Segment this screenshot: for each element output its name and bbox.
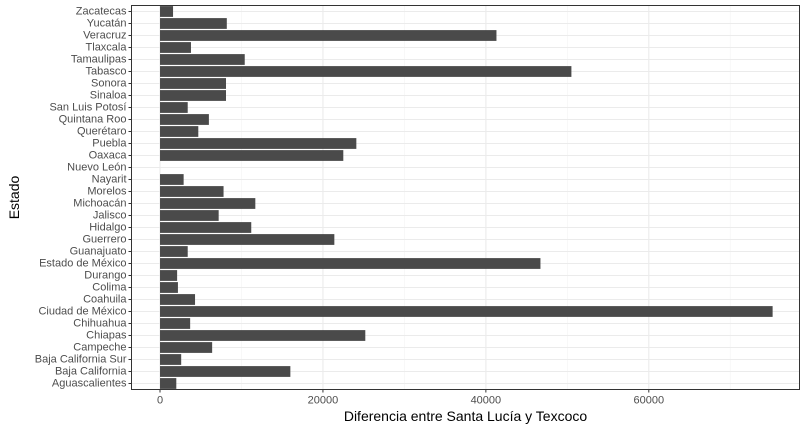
x-axis-title: Diferencia entre Santa Lucía y Texcoco — [344, 408, 588, 424]
y-tick-label: Michoacán — [73, 198, 126, 210]
x-tick-label: 40000 — [471, 395, 502, 407]
bar — [160, 210, 219, 221]
bar — [160, 90, 226, 101]
y-tick-label: Estado de México — [39, 258, 126, 270]
y-tick-label: Durango — [84, 270, 126, 282]
bar — [160, 234, 335, 245]
bar — [160, 138, 357, 149]
bar — [160, 354, 182, 365]
bar — [160, 378, 177, 389]
y-tick-label: Colima — [92, 282, 127, 294]
y-tick-label: Yucatán — [87, 18, 127, 30]
bar — [160, 366, 291, 377]
y-tick-label: Aguascalientes — [52, 378, 127, 390]
y-tick-label: Sonora — [91, 78, 127, 90]
y-tick-label: Chihuahua — [73, 318, 127, 330]
bar — [160, 102, 188, 113]
y-tick-label: Tlaxcala — [86, 42, 128, 54]
bar — [160, 174, 184, 185]
bar — [160, 54, 245, 65]
bar — [160, 222, 252, 233]
y-tick-label: Veracruz — [83, 30, 126, 42]
y-tick-label: Campeche — [73, 342, 126, 354]
x-tick-label: 60000 — [633, 395, 664, 407]
bar — [160, 342, 213, 353]
y-tick-label: Baja California — [55, 366, 127, 378]
bar — [160, 30, 497, 41]
y-tick-label: Ciudad de México — [38, 306, 126, 318]
bar — [160, 258, 541, 269]
bar — [160, 6, 174, 17]
y-tick-label: Quintana Roo — [59, 114, 127, 126]
bars — [160, 6, 773, 389]
bar — [160, 306, 773, 317]
y-tick-label: Morelos — [87, 186, 127, 198]
y-tick-label: Nuevo León — [67, 162, 126, 174]
y-tick-label: Oaxaca — [89, 150, 128, 162]
plot-panel-border — [131, 5, 800, 390]
x-tick-label: 20000 — [308, 395, 339, 407]
y-tick-label: Querétaro — [77, 126, 127, 138]
bar — [160, 66, 572, 77]
bar — [160, 126, 199, 137]
bar — [160, 246, 188, 257]
y-tick-label: Nayarit — [92, 174, 127, 186]
y-tick-label: San Luis Potosí — [49, 102, 126, 114]
y-tick-label: Guerrero — [82, 234, 126, 246]
bar — [160, 114, 209, 125]
x-axis: 0 20000 40000 60000 — [157, 389, 664, 407]
bar — [160, 198, 256, 209]
bar — [160, 330, 366, 341]
y-tick-label: Baja California Sur — [35, 354, 127, 366]
bar — [160, 18, 227, 29]
bar — [160, 282, 178, 293]
x-tick-label: 0 — [157, 395, 163, 407]
y-tick-label: Zacatecas — [76, 6, 127, 18]
y-tick-label: Tamaulipas — [71, 54, 127, 66]
y-tick-label: Jalisco — [93, 210, 127, 222]
bar — [160, 318, 191, 329]
y-tick-label: Chiapas — [86, 330, 127, 342]
y-tick-label: Hidalgo — [89, 222, 126, 234]
bar — [160, 42, 191, 53]
bar — [160, 78, 226, 89]
y-tick-label: Sinaloa — [90, 90, 128, 102]
bar — [160, 150, 344, 161]
bar — [160, 270, 178, 281]
bar — [160, 294, 196, 305]
y-tick-label: Guanajuato — [70, 246, 127, 258]
bar — [160, 186, 224, 197]
y-tick-label: Coahuila — [83, 294, 127, 306]
y-axis-title: Estado — [6, 175, 22, 219]
y-tick-label: Puebla — [92, 138, 127, 150]
y-tick-label: Tabasco — [86, 66, 127, 78]
